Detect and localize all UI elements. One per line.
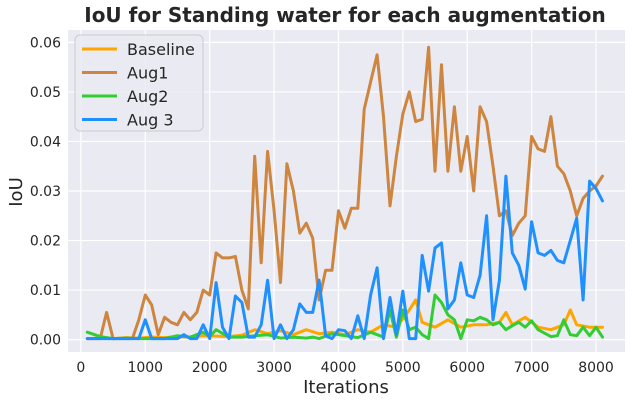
x-tick-label: 0 bbox=[76, 360, 85, 376]
x-axis-label: Iterations bbox=[303, 377, 389, 398]
y-tick-label: 0.01 bbox=[30, 283, 61, 299]
x-axis-ticks: 0 1000 2000 3000 4000 5000 6000 7000 8000 bbox=[76, 360, 613, 376]
y-tick-label: 0.05 bbox=[30, 85, 61, 101]
legend-box bbox=[74, 34, 204, 132]
x-tick-label: 1000 bbox=[127, 360, 163, 376]
x-tick-label: 7000 bbox=[514, 360, 550, 376]
series-lines bbox=[85, 45, 604, 341]
legend: Baseline Aug1 Aug2 Aug 3 bbox=[74, 34, 204, 132]
y-tick-label: 0.04 bbox=[30, 134, 61, 150]
x-tick-label: 4000 bbox=[321, 360, 357, 376]
x-tick-label: 6000 bbox=[449, 360, 485, 376]
legend-label: Aug 3 bbox=[127, 111, 174, 130]
x-tick-label: 2000 bbox=[192, 360, 228, 376]
y-tick-label: 0.00 bbox=[30, 333, 61, 349]
x-tick-label: 3000 bbox=[256, 360, 292, 376]
x-tick-label: 8000 bbox=[578, 360, 614, 376]
legend-label: Baseline bbox=[127, 40, 195, 59]
y-axis-ticks: 0.00 0.01 0.02 0.03 0.04 0.05 0.06 bbox=[30, 35, 61, 348]
legend-label: Aug1 bbox=[127, 64, 168, 83]
y-tick-label: 0.02 bbox=[30, 234, 61, 250]
y-tick-label: 0.06 bbox=[30, 35, 61, 51]
y-axis-label: IoU bbox=[6, 177, 27, 207]
chart-title: IoU for Standing water for each augmenta… bbox=[84, 3, 606, 27]
x-tick-label: 5000 bbox=[385, 360, 421, 376]
y-tick-label: 0.03 bbox=[30, 184, 61, 200]
grid-lines bbox=[68, 30, 625, 352]
legend-label: Aug2 bbox=[127, 87, 168, 106]
series-line-aug-3 bbox=[85, 174, 604, 341]
series-line-aug1 bbox=[85, 45, 604, 341]
